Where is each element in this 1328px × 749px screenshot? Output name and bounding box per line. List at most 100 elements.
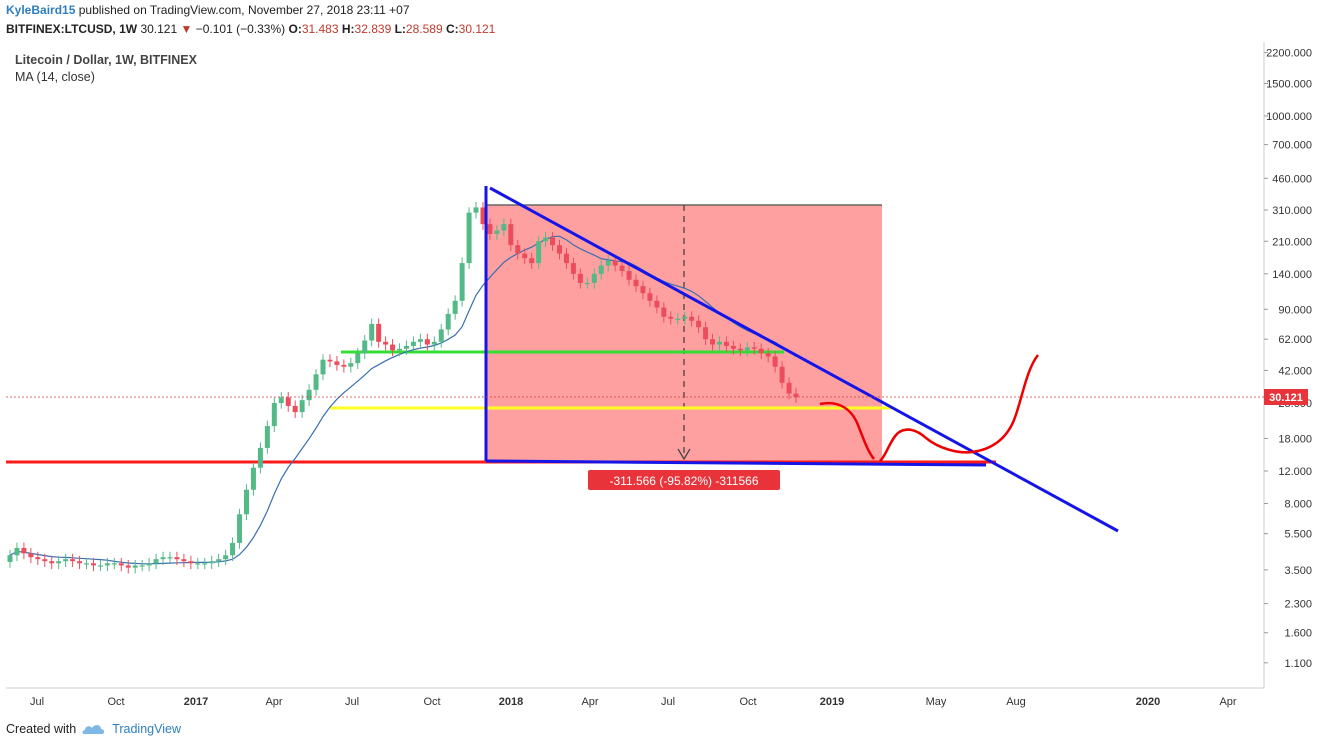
candle-body[interactable] (682, 316, 688, 319)
candle-body[interactable] (793, 393, 799, 398)
candle-body[interactable] (77, 561, 83, 564)
candle-body[interactable] (14, 547, 20, 556)
candle-body[interactable] (104, 563, 110, 566)
candle-body[interactable] (751, 347, 757, 349)
candle-body[interactable] (355, 353, 361, 364)
candle-body[interactable] (438, 329, 444, 342)
candle-body[interactable] (153, 559, 159, 564)
candle-body[interactable] (376, 323, 382, 342)
candle-body[interactable] (390, 344, 396, 351)
candle-body[interactable] (501, 224, 507, 231)
candle-body[interactable] (619, 265, 625, 271)
candle-body[interactable] (508, 224, 514, 246)
candle-body[interactable] (633, 279, 639, 287)
legend-indicator[interactable]: MA (14, close) (15, 70, 95, 84)
candle-body[interactable] (494, 230, 500, 234)
candle-body[interactable] (35, 557, 41, 560)
candle-body[interactable] (84, 563, 90, 565)
candle-body[interactable] (612, 260, 618, 266)
candle-body[interactable] (257, 447, 263, 468)
candle-body[interactable] (765, 353, 771, 357)
candle-body[interactable] (230, 542, 236, 556)
candle-body[interactable] (299, 400, 305, 413)
candle-body[interactable] (383, 341, 389, 345)
candle-body[interactable] (445, 313, 451, 330)
candle-body[interactable] (348, 363, 354, 367)
candle-body[interactable] (160, 557, 166, 560)
candle-body[interactable] (188, 561, 194, 564)
candle-body[interactable] (202, 563, 208, 565)
candle-body[interactable] (452, 300, 458, 314)
candle-body[interactable] (42, 559, 48, 562)
candle-body[interactable] (21, 547, 27, 554)
candle-body[interactable] (730, 345, 736, 349)
candle-body[interactable] (543, 237, 549, 242)
candle-body[interactable] (306, 389, 312, 401)
candle-body[interactable] (70, 559, 76, 562)
candle-body[interactable] (668, 316, 674, 319)
candle-body[interactable] (250, 467, 256, 490)
trendline-descending[interactable] (489, 186, 1119, 533)
time-axis[interactable]: Jul Oct 2017 Apr Jul Oct 2018 Apr Jul Oct 2019 May A… (30, 696, 1237, 708)
candle-body[interactable] (209, 561, 215, 564)
candle-body[interactable] (341, 364, 347, 367)
candle-body[interactable] (772, 356, 778, 367)
candle-body[interactable] (111, 563, 117, 565)
candle-body[interactable] (195, 563, 201, 565)
candle-body[interactable] (397, 348, 403, 351)
candle-body[interactable] (167, 557, 173, 559)
candle-body[interactable] (598, 265, 604, 274)
candle-body[interactable] (28, 553, 34, 558)
candle-body[interactable] (710, 339, 716, 345)
candle-body[interactable] (49, 561, 55, 564)
candle-body[interactable] (320, 359, 326, 375)
candle-body[interactable] (529, 258, 535, 264)
candle-body[interactable] (403, 345, 409, 349)
candle-body[interactable] (237, 514, 243, 543)
candle-body[interactable] (63, 559, 69, 562)
candle-body[interactable] (640, 286, 646, 294)
candle-body[interactable] (56, 561, 62, 564)
candle-body[interactable] (550, 237, 556, 246)
candle-body[interactable] (661, 307, 667, 317)
candle-body[interactable] (605, 260, 611, 266)
candle-body[interactable] (723, 341, 729, 346)
candle-body[interactable] (264, 426, 270, 448)
candle-body[interactable] (487, 224, 493, 234)
candle-body[interactable] (515, 245, 521, 254)
candle-body[interactable] (125, 565, 131, 568)
candle-body[interactable] (243, 489, 249, 515)
author-name[interactable]: KyleBaird15 (6, 3, 76, 17)
candle-body[interactable] (118, 563, 124, 566)
candle-body[interactable] (431, 341, 437, 345)
candle-body[interactable] (626, 270, 632, 280)
candle-body[interactable] (786, 382, 792, 394)
candle-body[interactable] (696, 320, 702, 328)
candle-body[interactable] (779, 366, 785, 383)
candlestick-series[interactable] (7, 202, 799, 574)
candle-body[interactable] (473, 207, 479, 213)
candle-body[interactable] (146, 563, 152, 566)
candle-body[interactable] (292, 405, 298, 413)
candle-body[interactable] (216, 559, 222, 562)
candle-body[interactable] (703, 327, 709, 340)
candle-body[interactable] (334, 361, 340, 365)
candle-body[interactable] (132, 565, 138, 568)
candle-body[interactable] (563, 253, 569, 264)
candle-body[interactable] (675, 318, 681, 320)
candle-body[interactable] (278, 397, 284, 403)
candle-body[interactable] (480, 207, 486, 225)
candle-body[interactable] (369, 323, 375, 341)
tradingview-brand[interactable]: TradingView (112, 722, 181, 736)
candle-body[interactable] (577, 273, 583, 283)
candle-body[interactable] (557, 245, 563, 254)
candle-body[interactable] (716, 341, 722, 345)
candle-body[interactable] (181, 559, 187, 562)
candle-body[interactable] (362, 340, 368, 354)
candle-body[interactable] (459, 263, 465, 301)
candle-body[interactable] (466, 212, 472, 264)
trendline-base[interactable] (485, 459, 987, 467)
candle-body[interactable] (313, 374, 319, 390)
candle-body[interactable] (647, 293, 653, 301)
